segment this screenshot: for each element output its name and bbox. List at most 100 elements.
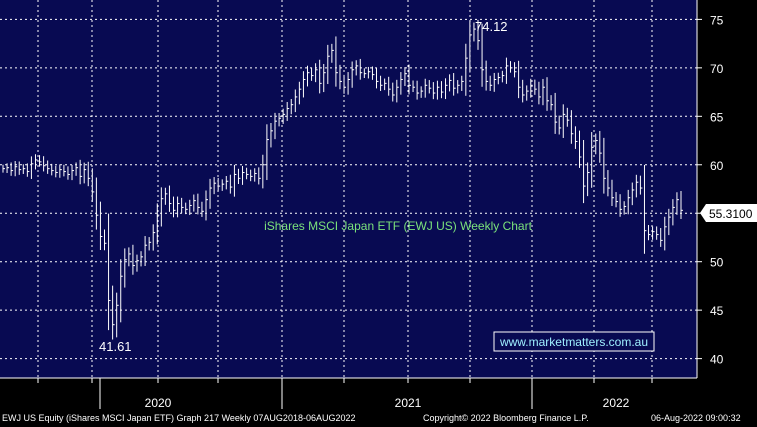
price-bar [39,155,42,167]
price-bar [14,161,18,177]
price-bar [367,66,371,79]
price-bar [209,178,213,209]
price-bar [566,107,570,127]
price-bar [59,164,62,178]
last-price-value: 55.3100 [709,207,753,221]
price-bar [128,247,131,267]
price-bar [449,74,452,92]
price-bar [229,174,233,194]
price-bar [160,187,164,227]
price-bar [55,165,58,178]
price-bar [656,226,659,240]
price-bar [522,79,525,103]
plot-background [0,0,697,378]
price-bar [461,75,464,91]
price-bar [619,194,623,217]
price-bar [497,72,501,85]
price-bar [623,201,627,215]
price-bar [595,133,598,155]
price-bar [501,70,505,83]
price-bar [583,140,586,204]
price-bar [112,285,115,340]
price-bar [34,154,38,170]
price-bar [534,79,537,95]
y-tick-label: 45 [710,304,724,318]
price-bar [120,259,123,323]
price-bar [505,57,509,84]
price-bar [189,199,192,216]
price-bar [579,130,582,168]
price-bar [562,104,566,138]
price-bar [615,192,619,208]
price-bar [550,95,554,111]
y-tick-label: 40 [710,353,724,367]
price-bar [282,108,286,124]
price-bar [217,177,221,192]
price-bar [680,190,683,220]
price-bar [485,60,489,91]
price-bar [254,168,257,182]
price-bar [660,228,663,247]
price-bar [404,67,407,87]
price-bar [509,61,513,73]
price-bar [237,168,241,185]
price-bar [6,163,10,174]
chart-title: iShares MSCI Japan ETF (EWJ US) Weekly C… [264,219,533,233]
price-bar [18,161,22,175]
price-bar [335,36,338,87]
price-bar [591,132,594,188]
price-bar [327,44,330,85]
price-bar [676,192,679,215]
price-bar [152,224,156,251]
price-bar [71,164,75,181]
price-bar [359,58,363,80]
price-bar [587,162,590,197]
price-bar [380,75,383,91]
price-bar [306,65,310,87]
price-bar [278,113,282,127]
price-bar [311,67,314,81]
price-bar [453,73,456,96]
price-bar [136,254,139,272]
price-bar [473,22,476,42]
price-bar [270,122,273,148]
price-bar [173,196,176,218]
price-bar [668,208,671,236]
price-bar [558,115,562,135]
price-bar [408,64,411,95]
price-bar [286,102,290,121]
y-tick-label: 65 [710,110,724,124]
price-bar [542,78,545,106]
price-bar [91,168,95,202]
x-year-label: 2021 [395,396,422,410]
price-bar [221,179,225,191]
price-bar [603,137,606,194]
price-bar [643,164,647,254]
price-bar [144,236,148,267]
price-bar [213,177,217,195]
price-bar [99,201,103,251]
price-bar [469,20,472,73]
price-bars [2,19,683,340]
price-bar [79,159,83,185]
price-bar [627,189,631,215]
x-year-label: 2020 [145,396,172,410]
price-bar [384,78,387,91]
low-annotation: 41.61 [99,339,132,354]
price-bar [124,248,127,288]
price-bar [197,193,200,215]
price-bar [225,176,229,190]
price-bar [83,162,87,184]
price-bar [246,167,249,180]
price-bar [420,86,424,98]
price-bar [315,63,318,83]
price-bar [319,59,322,94]
price-bar [168,185,172,212]
y-tick-label: 60 [710,159,724,173]
price-bar [489,75,493,91]
price-bar [570,110,574,144]
price-bar [457,80,460,94]
price-bar [67,166,70,180]
price-bar [554,92,558,134]
price-bar [258,167,261,185]
